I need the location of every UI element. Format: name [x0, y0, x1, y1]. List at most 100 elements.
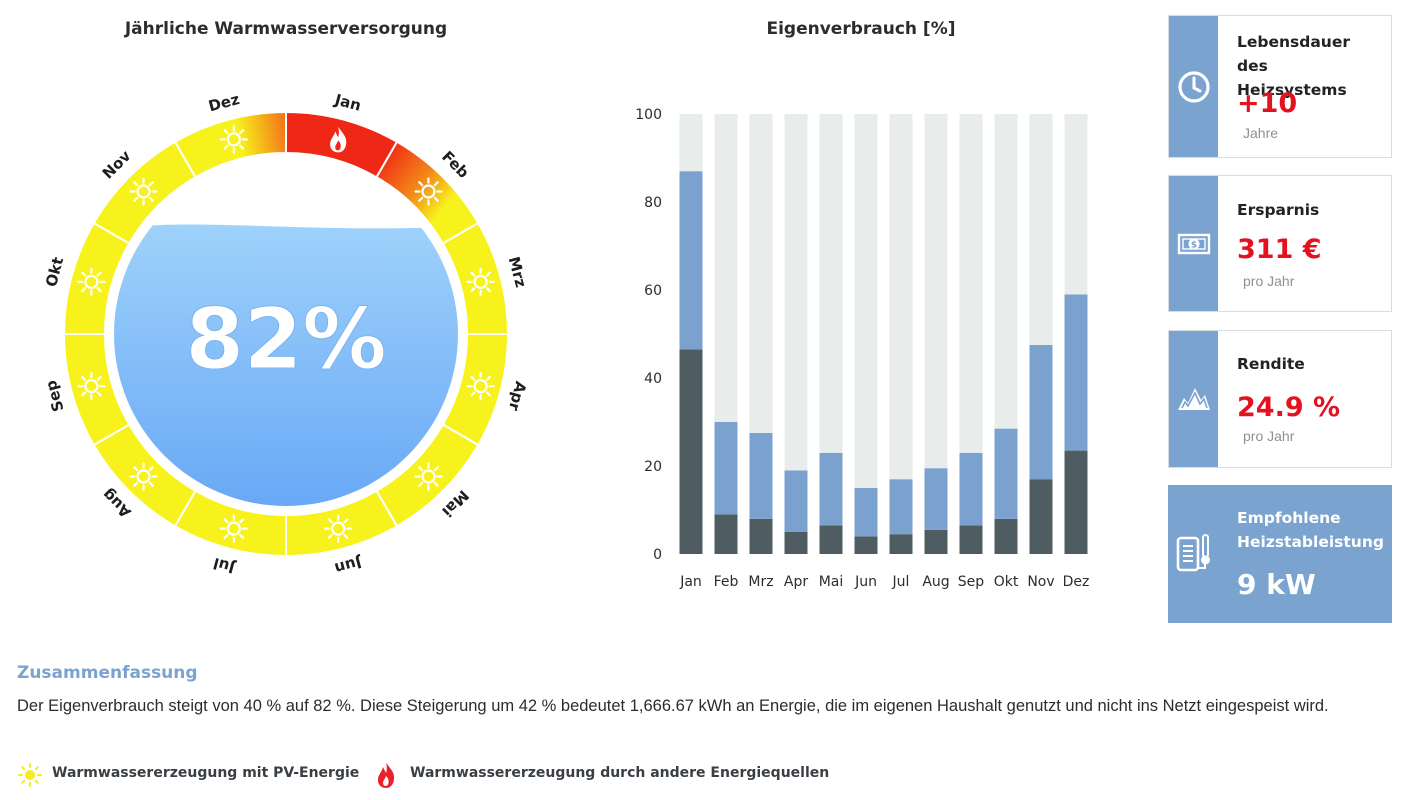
bar-segment-2-jan: [679, 171, 703, 350]
bar-segment-3-jan: [679, 114, 703, 172]
bar-segment-1-feb: [714, 514, 738, 554]
bar-segment-3-jun: [854, 114, 878, 488]
card-lifetime-value: +10: [1237, 88, 1298, 119]
bar-segment-3-apr: [784, 114, 808, 471]
sun-icon: [414, 462, 443, 491]
card-savings-strip: $: [1169, 176, 1218, 311]
card-power-label: Empfohlene Heizstableistung: [1237, 509, 1384, 551]
card-savings-label: Ersparnis: [1237, 201, 1320, 219]
bar-segment-2-nov: [1029, 345, 1053, 480]
month-label: Jan: [332, 90, 363, 114]
month-label: Jun: [333, 553, 365, 578]
bar-segment-3-sep: [959, 114, 983, 453]
card-savings: $ Ersparnis 311 € pro Jahr: [1168, 175, 1392, 312]
sun-icon: [414, 177, 443, 206]
card-return-value: 24.9 %: [1237, 392, 1341, 423]
card-return-unit: pro Jahr: [1243, 428, 1295, 444]
x-tick-label: Mai: [819, 574, 844, 590]
card-return: Rendite 24.9 % pro Jahr: [1168, 330, 1392, 468]
month-label: Jul: [211, 554, 237, 577]
flame-icon: [377, 762, 395, 788]
card-lifetime-unit: Jahre: [1243, 125, 1279, 141]
month-label: Sep: [42, 378, 68, 414]
sun-icon: [466, 372, 495, 401]
x-tick-label: Jul: [892, 574, 910, 590]
sun-icon: [219, 514, 248, 543]
heating-rod-icon: [1176, 534, 1210, 572]
card-savings-unit: pro Jahr: [1243, 273, 1295, 289]
sun-icon: [77, 267, 106, 296]
bar-segment-1-apr: [784, 532, 808, 554]
legend: Warmwassererzeugung mit PV-Energie Warmw…: [17, 760, 837, 790]
x-tick-label: Mrz: [748, 574, 773, 590]
x-tick-label: Feb: [714, 574, 739, 590]
legend-other-label: Warmwassererzeugung durch andere Energie…: [410, 765, 830, 781]
card-recommended-power: Empfohlene Heizstableistung 9 kW: [1168, 485, 1392, 623]
bar-segment-3-okt: [994, 114, 1018, 429]
x-tick-label: Aug: [922, 574, 949, 590]
sun-icon: [219, 125, 248, 154]
wheel-segment-feb: [375, 140, 480, 245]
bar-segment-2-aug: [924, 468, 948, 530]
bar-segment-2-mrz: [749, 433, 773, 519]
bar-segment-2-feb: [714, 422, 738, 515]
banknote-icon: $: [1177, 233, 1210, 254]
sun-icon: [77, 372, 106, 401]
wheel-title: Jährliche Warmwasserversorgung: [124, 19, 448, 39]
mountain-chart-icon: [1177, 388, 1210, 410]
bar-segment-3-mrz: [749, 114, 773, 433]
y-tick-label: 80: [644, 195, 662, 211]
bar-segment-1-aug: [924, 529, 948, 554]
sun-icon: [129, 462, 158, 491]
flame-icon: [330, 126, 347, 153]
bar-segment-2-dez: [1064, 294, 1088, 451]
month-label: Dez: [207, 90, 242, 116]
water-percentage: 82%: [185, 290, 386, 388]
month-label: Okt: [42, 255, 67, 289]
chart-title: Eigenverbrauch [%]: [766, 19, 956, 39]
bar-segment-3-jul: [889, 114, 913, 480]
legend-pv-label: Warmwassererzeugung mit PV-Energie: [52, 765, 360, 781]
card-lifetime-strip: [1169, 16, 1218, 157]
x-tick-label: Apr: [784, 574, 808, 590]
card-power-value: 9 kW: [1237, 568, 1316, 601]
bar-segment-2-jul: [889, 479, 913, 535]
bar-segment-1-mai: [819, 525, 843, 554]
clock-icon: [1177, 70, 1210, 103]
card-lifetime: Lebensdauer des Heizsystems +10 Jahre: [1168, 15, 1392, 158]
y-tick-label: 0: [653, 547, 662, 563]
x-tick-label: Okt: [994, 574, 1019, 590]
bar-segment-3-aug: [924, 114, 948, 469]
y-tick-label: 20: [644, 459, 662, 475]
bar-segment-1-okt: [994, 518, 1018, 554]
x-tick-label: Nov: [1027, 574, 1054, 590]
card-return-label: Rendite: [1237, 355, 1305, 373]
bar-segment-1-dez: [1064, 450, 1088, 554]
bar-segment-2-sep: [959, 452, 983, 526]
bar-segment-3-nov: [1029, 114, 1053, 345]
bar-segment-3-dez: [1064, 114, 1088, 295]
bar-segment-3-feb: [714, 114, 738, 422]
summary-text: Der Eigenverbrauch steigt von 40 % auf 8…: [17, 697, 1329, 715]
sun-icon: [466, 267, 495, 296]
card-power-strip: [1169, 486, 1218, 622]
summary-heading: Zusammenfassung: [17, 663, 198, 683]
bar-segment-1-jan: [679, 349, 703, 554]
sun-icon: [129, 177, 158, 206]
sun-icon: [324, 514, 353, 543]
water-fill: [114, 224, 458, 506]
x-tick-label: Jun: [854, 574, 877, 590]
svg-text:$: $: [1190, 240, 1196, 250]
y-tick-label: 100: [635, 107, 662, 123]
bar-segment-1-nov: [1029, 479, 1053, 554]
card-savings-value: 311 €: [1237, 234, 1322, 265]
x-tick-label: Sep: [958, 574, 985, 590]
y-tick-label: 40: [644, 371, 662, 387]
x-tick-label: Dez: [1063, 574, 1090, 590]
bar-segment-2-okt: [994, 428, 1018, 519]
y-tick-label: 60: [644, 283, 662, 299]
self-consumption-chart: 0 20 40 60 80 100 Jan Feb Mrz Apr Mai Jun Jul Aug Sep O…: [635, 107, 1090, 590]
month-label: Mrz: [505, 255, 530, 290]
bar-segment-1-jun: [854, 536, 878, 554]
